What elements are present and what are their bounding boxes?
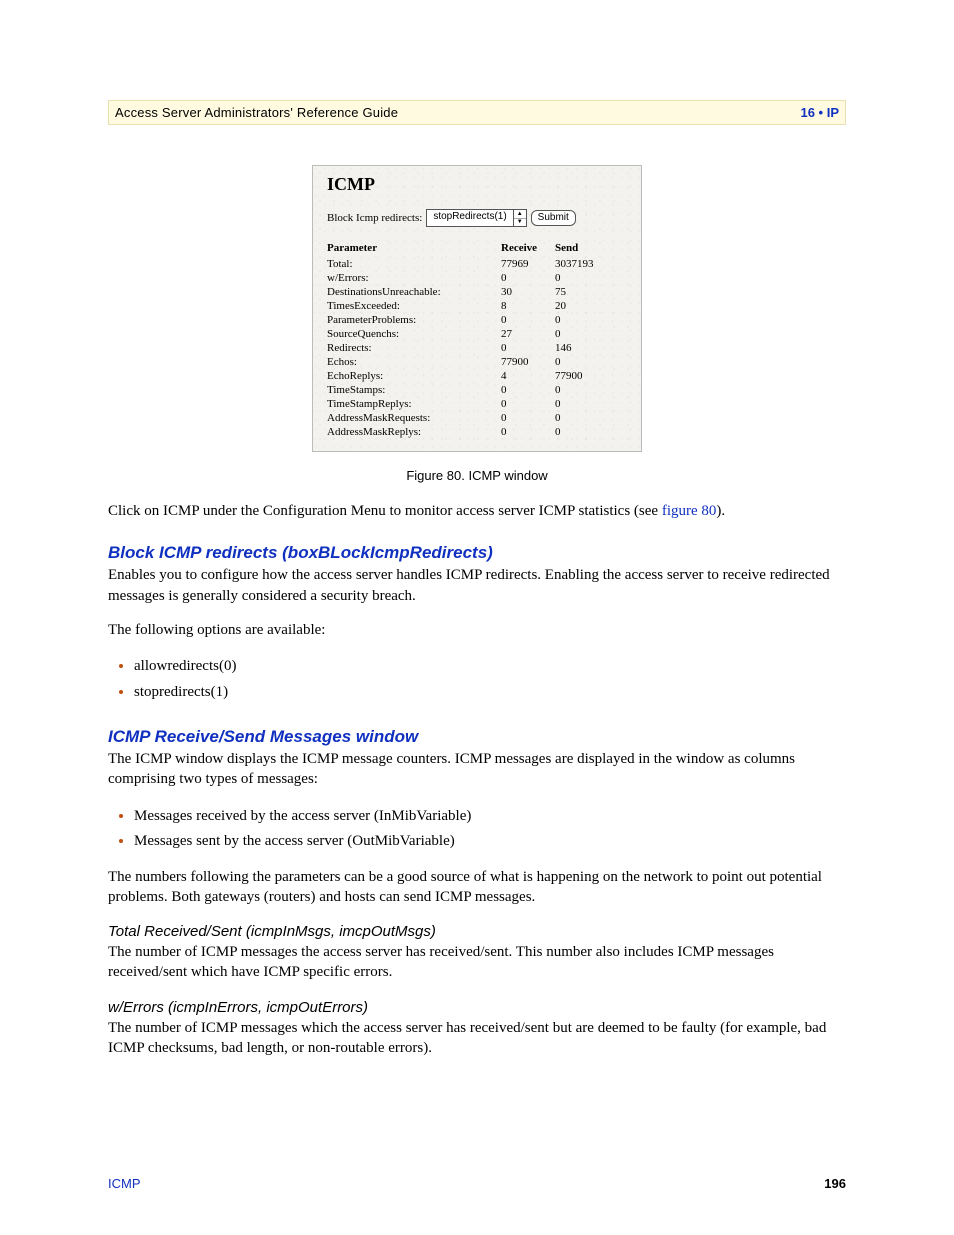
icmp-control-row: Block Icmp redirects: stopRedirects(1) ▲… — [327, 209, 627, 227]
cell-receive: 4 — [501, 369, 555, 383]
chapter-label: 16 • IP — [800, 105, 839, 120]
table-row: Redirects:0146 — [327, 341, 627, 355]
figure-caption: Figure 80. ICMP window — [108, 468, 846, 483]
cell-param: EchoReplys: — [327, 369, 501, 383]
cell-send: 0 — [555, 271, 627, 285]
cell-receive: 0 — [501, 411, 555, 425]
cell-receive: 0 — [501, 397, 555, 411]
cell-param: TimeStamps: — [327, 383, 501, 397]
cell-send: 146 — [555, 341, 627, 355]
icmp-panel: ICMP Block Icmp redirects: stopRedirects… — [312, 165, 642, 452]
block-redirects-label: Block Icmp redirects: — [327, 212, 422, 224]
cell-send: 75 — [555, 285, 627, 299]
intro-suffix: ). — [716, 503, 725, 519]
cell-send: 0 — [555, 327, 627, 341]
intro-paragraph: Click on ICMP under the Configuration Me… — [108, 501, 846, 521]
receive-send-para2: The numbers following the parameters can… — [108, 867, 846, 908]
cell-receive: 0 — [501, 341, 555, 355]
cell-param: AddressMaskRequests: — [327, 411, 501, 425]
cell-param: DestinationsUnreachable: — [327, 285, 501, 299]
table-row: AddressMaskRequests:00 — [327, 411, 627, 425]
cell-send: 0 — [555, 425, 627, 439]
cell-param: TimesExceeded: — [327, 299, 501, 313]
col-send: Send — [555, 241, 627, 257]
list-item: stopredirects(1) — [134, 680, 846, 706]
options-list: allowredirects(0) stopredirects(1) — [108, 654, 846, 705]
block-redirects-para: Enables you to configure how the access … — [108, 565, 846, 606]
cell-send: 0 — [555, 355, 627, 369]
cell-param: AddressMaskReplys: — [327, 425, 501, 439]
table-row: DestinationsUnreachable:3075 — [327, 285, 627, 299]
list-item: Messages sent by the access server (OutM… — [134, 829, 846, 855]
cell-param: ParameterProblems: — [327, 313, 501, 327]
select-stepper-icon: ▲▼ — [513, 210, 526, 226]
heading-errors: w/Errors (icmpInErrors, icmpOutErrors) — [108, 999, 846, 1016]
config-menu-label: Configuration Menu — [263, 503, 386, 519]
table-row: w/Errors:00 — [327, 271, 627, 285]
intro-prefix: Click on ICMP under the — [108, 503, 263, 519]
options-label: The following options are available: — [108, 620, 846, 640]
cell-receive: 27 — [501, 327, 555, 341]
cell-param: Echos: — [327, 355, 501, 369]
doc-title: Access Server Administrators' Reference … — [115, 105, 398, 120]
figure-link[interactable]: figure 80 — [662, 503, 717, 519]
table-row: TimeStamps:00 — [327, 383, 627, 397]
cell-param: w/Errors: — [327, 271, 501, 285]
table-row: ParameterProblems:00 — [327, 313, 627, 327]
cell-send: 0 — [555, 313, 627, 327]
heading-total: Total Received/Sent (icmpInMsgs, imcpOut… — [108, 923, 846, 940]
cell-receive: 0 — [501, 383, 555, 397]
errors-para: The number of ICMP messages which the ac… — [108, 1018, 846, 1059]
list-item: Messages received by the access server (… — [134, 804, 846, 830]
block-redirects-select[interactable]: stopRedirects(1) ▲▼ — [426, 209, 526, 227]
cell-param: TimeStampReplys: — [327, 397, 501, 411]
table-row: SourceQuenchs:270 — [327, 327, 627, 341]
cell-receive: 77900 — [501, 355, 555, 369]
table-row: Total:779693037193 — [327, 257, 627, 271]
cell-receive: 8 — [501, 299, 555, 313]
list-item: allowredirects(0) — [134, 654, 846, 680]
cell-send: 20 — [555, 299, 627, 313]
heading-receive-send: ICMP Receive/Send Messages window — [108, 727, 846, 747]
icmp-panel-title: ICMP — [327, 174, 627, 195]
col-receive: Receive — [501, 241, 555, 257]
cell-receive: 77969 — [501, 257, 555, 271]
cell-receive: 0 — [501, 425, 555, 439]
receive-send-para: The ICMP window displays the ICMP messag… — [108, 749, 846, 790]
message-types-list: Messages received by the access server (… — [108, 804, 846, 855]
cell-send: 3037193 — [555, 257, 627, 271]
cell-receive: 30 — [501, 285, 555, 299]
table-row: AddressMaskReplys:00 — [327, 425, 627, 439]
table-row: TimeStampReplys:00 — [327, 397, 627, 411]
cell-param: SourceQuenchs: — [327, 327, 501, 341]
figure-container: ICMP Block Icmp redirects: stopRedirects… — [108, 165, 846, 483]
table-row: EchoReplys:477900 — [327, 369, 627, 383]
running-footer: ICMP 196 — [108, 1176, 846, 1191]
cell-param: Total: — [327, 257, 501, 271]
table-row: TimesExceeded:820 — [327, 299, 627, 313]
heading-block-redirects: Block ICMP redirects (boxBLockIcmpRedire… — [108, 543, 846, 563]
cell-receive: 0 — [501, 271, 555, 285]
cell-send: 0 — [555, 397, 627, 411]
cell-send: 77900 — [555, 369, 627, 383]
cell-send: 0 — [555, 411, 627, 425]
table-row: Echos:779000 — [327, 355, 627, 369]
icmp-table: Parameter Receive Send Total:77969303719… — [327, 241, 627, 439]
select-value: stopRedirects(1) — [427, 210, 512, 226]
cell-param: Redirects: — [327, 341, 501, 355]
running-header: Access Server Administrators' Reference … — [108, 100, 846, 125]
col-parameter: Parameter — [327, 241, 501, 257]
cell-receive: 0 — [501, 313, 555, 327]
cell-send: 0 — [555, 383, 627, 397]
page-number: 196 — [824, 1176, 846, 1191]
submit-button[interactable]: Submit — [531, 210, 576, 226]
footer-section: ICMP — [108, 1176, 141, 1191]
total-para: The number of ICMP messages the access s… — [108, 942, 846, 983]
intro-mid: to monitor access server ICMP statistics… — [386, 503, 662, 519]
